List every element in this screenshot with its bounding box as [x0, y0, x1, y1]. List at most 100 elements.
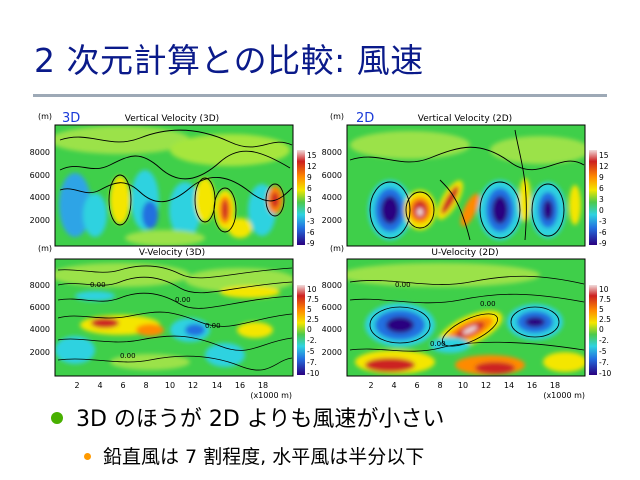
- panel-title: U-Velocity (2D): [431, 248, 498, 258]
- panel-tag-3d: 3D: [62, 111, 80, 126]
- y-tick-label: 8000: [30, 148, 50, 157]
- bullet-dot-orange: [84, 453, 91, 460]
- y-tick-label: 2000: [322, 216, 342, 225]
- colorbar-label: 2.5: [599, 315, 611, 324]
- x-tick-label: 6: [120, 381, 125, 390]
- panel-u2d: 0.00 0.00 0.00 8000 6000 4000 2000 (m) U…: [322, 244, 612, 378]
- x-tick-label: 14: [504, 381, 514, 390]
- contour-field-vv2d: [347, 125, 585, 246]
- y-tick-label: 2000: [322, 348, 342, 357]
- contour-label: 0.00: [205, 322, 221, 330]
- colorbar-label: -6: [307, 228, 315, 237]
- x-ticks-right: 2 4 6 8 10 12 14 16 18 (x1000 m): [368, 381, 585, 400]
- slide-title: 2 次元計算との比較: 風速: [34, 41, 424, 80]
- x-tick-label: 12: [188, 381, 198, 390]
- colorbar-label: -7.: [307, 358, 317, 367]
- bullet-dot-green: [51, 412, 63, 424]
- y-unit-label: (m): [330, 244, 344, 253]
- contour-label: 0.00: [480, 300, 496, 308]
- x-tick-label: 18: [258, 381, 268, 390]
- x-tick-label: 12: [481, 381, 491, 390]
- x-tick-label: 2: [74, 381, 79, 390]
- colorbar-label: 7.5: [307, 295, 319, 304]
- contour-label: 0.00: [430, 340, 446, 348]
- colorbar-label: 10: [307, 285, 317, 294]
- panel-vv3d: 8000 6000 4000 2000 (m) 3D Vertical Velo…: [30, 111, 317, 248]
- contour-label: 0.00: [120, 352, 136, 360]
- panel-title: Vertical Velocity (3D): [125, 114, 219, 124]
- x-tick-label: 10: [458, 381, 468, 390]
- colorbar-label: 10: [599, 285, 609, 294]
- x-tick-label: 16: [527, 381, 537, 390]
- colorbar: [589, 285, 597, 375]
- x-tick-label: 4: [391, 381, 396, 390]
- colorbar: [589, 150, 597, 245]
- panel-title: V-Velocity (3D): [139, 248, 205, 258]
- y-tick-label: 2000: [30, 216, 50, 225]
- x-tick-label: 6: [414, 381, 419, 390]
- colorbar-labels: 15 12 9 6 3 0 -3 -6 -9: [599, 151, 609, 248]
- colorbar-label: -9: [307, 239, 315, 248]
- y-tick-label: 2000: [30, 348, 50, 357]
- title-divider: [33, 94, 607, 97]
- colorbar-labels: 10 7.5 5 2.5 0 -2. -5 -7. -10: [599, 285, 611, 378]
- colorbar-label: -10: [599, 369, 611, 378]
- colorbar: [297, 285, 305, 375]
- panel-title: Vertical Velocity (2D): [418, 114, 512, 124]
- colorbar-label: 6: [599, 184, 604, 193]
- y-unit-label: (m): [38, 112, 52, 121]
- y-tick-label: 4000: [322, 193, 342, 202]
- colorbar-label: -3: [599, 217, 607, 226]
- bullet-text-2: 鉛直風は 7 割程度, 水平風は半分以下: [103, 446, 425, 468]
- y-unit-label: (m): [330, 112, 344, 121]
- velocity-figure: 8000 6000 4000 2000 (m) 3D Vertical Velo…: [30, 111, 612, 400]
- colorbar-label: 6: [307, 184, 312, 193]
- colorbar-label: 0: [599, 325, 604, 334]
- colorbar-label: 12: [307, 162, 317, 171]
- contour-label: 0.00: [90, 281, 106, 289]
- y-tick-label: 8000: [322, 148, 342, 157]
- y-ticks-vv3d: 8000 6000 4000 2000: [30, 148, 50, 225]
- contour-label: 0.00: [395, 281, 411, 289]
- colorbar-label: 15: [599, 151, 609, 160]
- colorbar-label: 0: [599, 206, 604, 215]
- panel-vv2d: 8000 6000 4000 2000 (m) 2D Vertical Velo…: [322, 111, 609, 248]
- colorbar-label: 0: [307, 206, 312, 215]
- colorbar: [297, 150, 305, 245]
- x-unit-label: (x1000 m): [250, 391, 292, 400]
- x-tick-label: 14: [212, 381, 222, 390]
- contour-labels: 0.00 0.00 0.00 0.00: [90, 281, 221, 360]
- x-tick-label: 18: [550, 381, 560, 390]
- y-tick-label: 6000: [322, 171, 342, 180]
- x-tick-label: 16: [235, 381, 245, 390]
- y-ticks-u2d: 8000 6000 4000 2000: [322, 281, 342, 357]
- x-tick-label: 8: [437, 381, 442, 390]
- y-unit-label: (m): [38, 244, 52, 253]
- contour-field-u2d: 0.00 0.00 0.00: [347, 259, 585, 376]
- y-tick-label: 6000: [322, 303, 342, 312]
- x-unit-label: (x1000 m): [543, 391, 585, 400]
- colorbar-label: -2.: [307, 336, 317, 345]
- colorbar-label: -2.: [599, 336, 609, 345]
- contour-labels: 0.00 0.00 0.00: [395, 281, 496, 348]
- panel-tag-2d: 2D: [356, 111, 374, 126]
- colorbar-label: 2.5: [307, 315, 319, 324]
- colorbar-label: -10: [307, 369, 319, 378]
- y-ticks-v3d: 8000 6000 4000 2000: [30, 281, 50, 357]
- y-tick-label: 6000: [30, 303, 50, 312]
- colorbar-label: -9: [599, 239, 607, 248]
- colorbar-label: 3: [599, 195, 604, 204]
- colorbar-label: -3: [307, 217, 315, 226]
- colorbar-label: -7.: [599, 358, 609, 367]
- colorbar-label: 3: [307, 195, 312, 204]
- colorbar-label: 15: [307, 151, 317, 160]
- colorbar-label: 5: [599, 305, 604, 314]
- contour-label: 0.00: [175, 296, 191, 304]
- panel-v3d: 0.00 0.00 0.00 0.00 8000 6000 4000 2000 …: [30, 244, 320, 378]
- colorbar-label: -6: [599, 228, 607, 237]
- x-tick-label: 10: [165, 381, 175, 390]
- x-tick-label: 4: [97, 381, 102, 390]
- colorbar-labels: 10 7.5 5 2.5 0 -2. -5 -7. -10: [307, 285, 319, 378]
- y-tick-label: 4000: [322, 325, 342, 334]
- colorbar-label: 9: [599, 173, 604, 182]
